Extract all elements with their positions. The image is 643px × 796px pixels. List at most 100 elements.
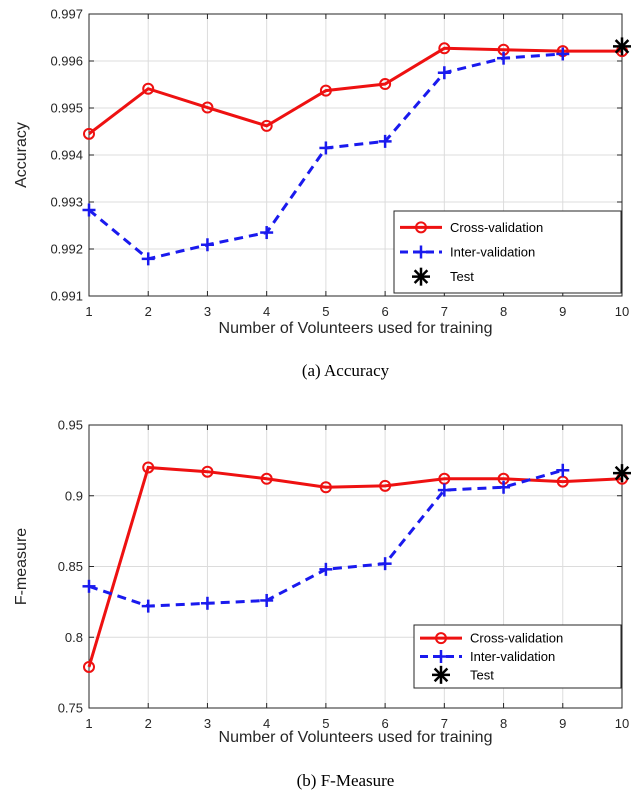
x-tick-label: 8 <box>500 716 507 731</box>
legend-marker <box>432 665 450 684</box>
data-point <box>497 51 511 65</box>
data-point <box>437 483 451 497</box>
data-point <box>200 596 214 610</box>
y-tick-label: 0.991 <box>50 289 83 304</box>
series-test <box>613 37 631 56</box>
x-tick-label: 9 <box>559 716 566 731</box>
series-inter-validation <box>82 463 570 613</box>
x-tick-label: 10 <box>615 304 629 319</box>
marker-stroke <box>413 269 429 284</box>
data-point <box>379 479 392 492</box>
y-axis-label: Accuracy <box>13 122 30 188</box>
series-line <box>88 46 622 136</box>
legend-item: Cross-validation <box>420 631 563 646</box>
legend-marker <box>415 221 427 234</box>
x-tick-label: 4 <box>263 304 270 319</box>
x-tick-label: 5 <box>322 716 329 731</box>
marker-stroke <box>614 465 630 481</box>
y-tick-label: 0.997 <box>50 7 83 22</box>
y-tick-label: 0.995 <box>50 101 83 116</box>
data-point <box>260 593 274 607</box>
x-axis-label: Number of Volunteers used for training <box>219 320 493 337</box>
ticks: 1 2 3 4 5 6 7 8 9 10 0.991 0.992 0.993 0.994 0.995 0.99… <box>50 7 629 320</box>
data-point <box>437 66 451 80</box>
x-tick-label: 5 <box>322 304 329 319</box>
ticks: 1 2 3 4 5 6 7 8 9 10 0.75 0.8 0.85 0.9 0.95 <box>58 418 630 732</box>
legend-label: Cross-validation <box>470 631 563 646</box>
x-tick-label: 4 <box>263 716 270 731</box>
data-point <box>319 562 333 576</box>
y-tick-label: 0.996 <box>50 54 83 69</box>
data-point <box>200 238 214 252</box>
y-tick-label: 0.994 <box>50 148 83 163</box>
data-point <box>556 463 570 477</box>
legend-label: Cross-validation <box>450 220 543 235</box>
data-point <box>83 127 95 140</box>
y-tick-label: 0.9 <box>65 488 83 503</box>
data-point <box>260 119 273 132</box>
data-point <box>378 557 392 571</box>
data-point <box>319 141 333 155</box>
legend-item: Test <box>432 665 494 684</box>
x-axis-label: Number of Volunteers used for training <box>219 729 493 746</box>
series-cross-validation <box>83 461 628 673</box>
data-point <box>141 599 155 613</box>
legend-label: Inter-validation <box>470 649 555 664</box>
data-point <box>83 660 95 673</box>
legend-item: Cross-validation <box>400 220 543 235</box>
figure-caption: (b) F-Measure <box>297 771 395 790</box>
x-tick-label: 10 <box>615 716 629 731</box>
data-point <box>319 84 332 97</box>
data-point <box>497 480 511 494</box>
x-tick-label: 7 <box>441 716 448 731</box>
x-tick-label: 1 <box>85 304 92 319</box>
y-axis-label: F-measure <box>13 528 30 605</box>
data-point <box>82 579 96 593</box>
y-tick-label: 0.85 <box>58 559 83 574</box>
data-point <box>438 42 451 55</box>
y-tick-label: 0.993 <box>50 195 83 210</box>
legend: Cross-validation Inter-validation Test <box>413 624 622 689</box>
series-line <box>87 465 623 668</box>
series-cross-validation <box>83 42 628 140</box>
legend-item: Inter-validation <box>420 649 555 664</box>
marker-stroke <box>433 667 449 683</box>
legend-item: Inter-validation <box>400 245 535 260</box>
legend-label: Inter-validation <box>450 245 535 260</box>
x-tick-label: 2 <box>145 304 152 319</box>
y-tick-label: 0.8 <box>65 630 83 645</box>
x-tick-label: 7 <box>441 304 448 319</box>
x-tick-label: 6 <box>381 304 388 319</box>
data-point <box>260 226 274 240</box>
x-tick-label: 3 <box>204 304 211 319</box>
x-tick-label: 9 <box>559 304 566 319</box>
legend-marker <box>414 245 428 259</box>
legend-label: Test <box>470 667 494 682</box>
data-point <box>378 134 392 148</box>
data-point <box>260 472 273 485</box>
legend-item: Test <box>412 267 474 286</box>
data-point <box>82 203 96 217</box>
legend-marker <box>412 267 430 286</box>
data-point <box>142 82 155 95</box>
x-tick-label: 3 <box>204 716 211 731</box>
series-test <box>613 464 631 483</box>
data-point <box>201 465 214 478</box>
y-tick-label: 0.95 <box>58 418 83 433</box>
x-tick-label: 2 <box>145 716 152 731</box>
legend: Cross-validation Inter-validation Test <box>393 210 622 294</box>
data-point <box>613 464 631 483</box>
x-tick-label: 6 <box>381 716 388 731</box>
legend-label: Test <box>450 269 474 284</box>
x-tick-label: 1 <box>85 716 92 731</box>
accuracy-chart: 1 2 3 4 5 6 7 8 9 10 0.991 0.992 0.993 0.994 0.995 0.99… <box>13 7 631 380</box>
data-point <box>142 461 155 474</box>
legend-marker <box>434 650 448 663</box>
data-point <box>556 47 570 61</box>
f-measure-chart: 1 2 3 4 5 6 7 8 9 10 0.75 0.8 0.85 0.9 0.95 Number of V… <box>13 418 631 790</box>
data-point <box>201 101 214 114</box>
data-point <box>319 481 332 494</box>
data-point <box>613 37 631 56</box>
data-point <box>379 78 392 91</box>
